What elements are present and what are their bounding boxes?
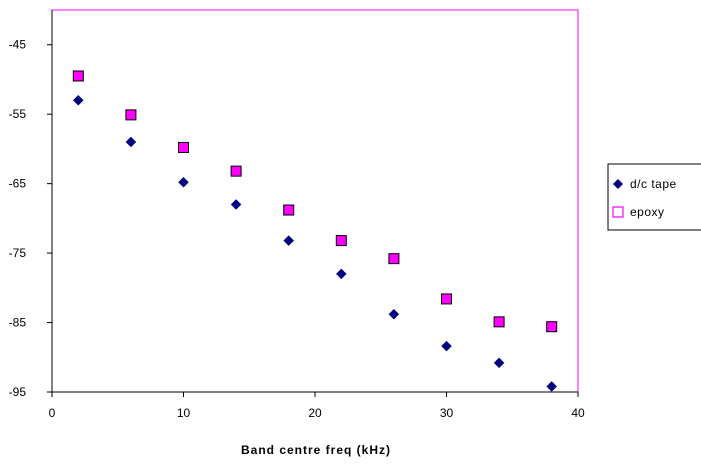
series-layer — [72, 70, 558, 392]
square-point — [493, 316, 505, 328]
square-point — [230, 165, 242, 177]
square-point — [335, 235, 347, 247]
diamond-point — [178, 176, 189, 188]
legend-box — [607, 163, 701, 231]
x-tick-label: 0 — [49, 406, 56, 420]
y-tick-label: -45 — [9, 38, 27, 52]
square-point — [388, 253, 400, 265]
diamond-point — [283, 235, 295, 246]
x-axis-title: Band centre freq (kHz) — [241, 443, 391, 457]
legend-items: d/c tape epoxy — [612, 177, 677, 219]
legend-label: epoxy — [630, 205, 665, 219]
plot-border — [51, 9, 579, 393]
y-tick-label: -95 — [9, 385, 27, 399]
x-tick-label: 30 — [440, 406, 454, 420]
x-tick-label: 10 — [177, 406, 191, 420]
square-point — [546, 321, 558, 333]
square-point — [441, 293, 452, 305]
legend-label: d/c tape — [630, 177, 677, 191]
legend: d/c tape epoxy — [607, 163, 701, 231]
diamond-point — [230, 199, 242, 210]
x-tick-label: 20 — [308, 406, 322, 420]
plot-area — [51, 9, 579, 393]
square-point — [72, 70, 84, 82]
square-point — [125, 109, 137, 121]
y-ticks: -95 -85 -75 -65 -55 -45 — [9, 38, 52, 399]
diamond-point — [72, 94, 84, 106]
legend-marker-diamond — [613, 179, 623, 189]
diamond-point — [335, 268, 347, 280]
y-tick-label: -75 — [9, 246, 27, 260]
square-point — [283, 204, 295, 216]
legend-marker-square — [612, 206, 624, 218]
diamond-point — [388, 308, 400, 320]
x-tick-label: 40 — [571, 406, 585, 420]
series-epoxy — [72, 70, 558, 333]
diamond-point — [546, 381, 558, 392]
y-tick-label: -85 — [9, 316, 27, 330]
y-tick-label: -65 — [9, 177, 27, 191]
diamond-point — [493, 357, 505, 369]
y-tick-label: -55 — [9, 107, 27, 121]
series-d-c-tape — [72, 94, 558, 392]
diamond-point — [441, 340, 452, 352]
square-point — [178, 142, 189, 154]
x-ticks: 0 10 20 30 40 — [49, 392, 585, 420]
diamond-point — [125, 136, 137, 148]
